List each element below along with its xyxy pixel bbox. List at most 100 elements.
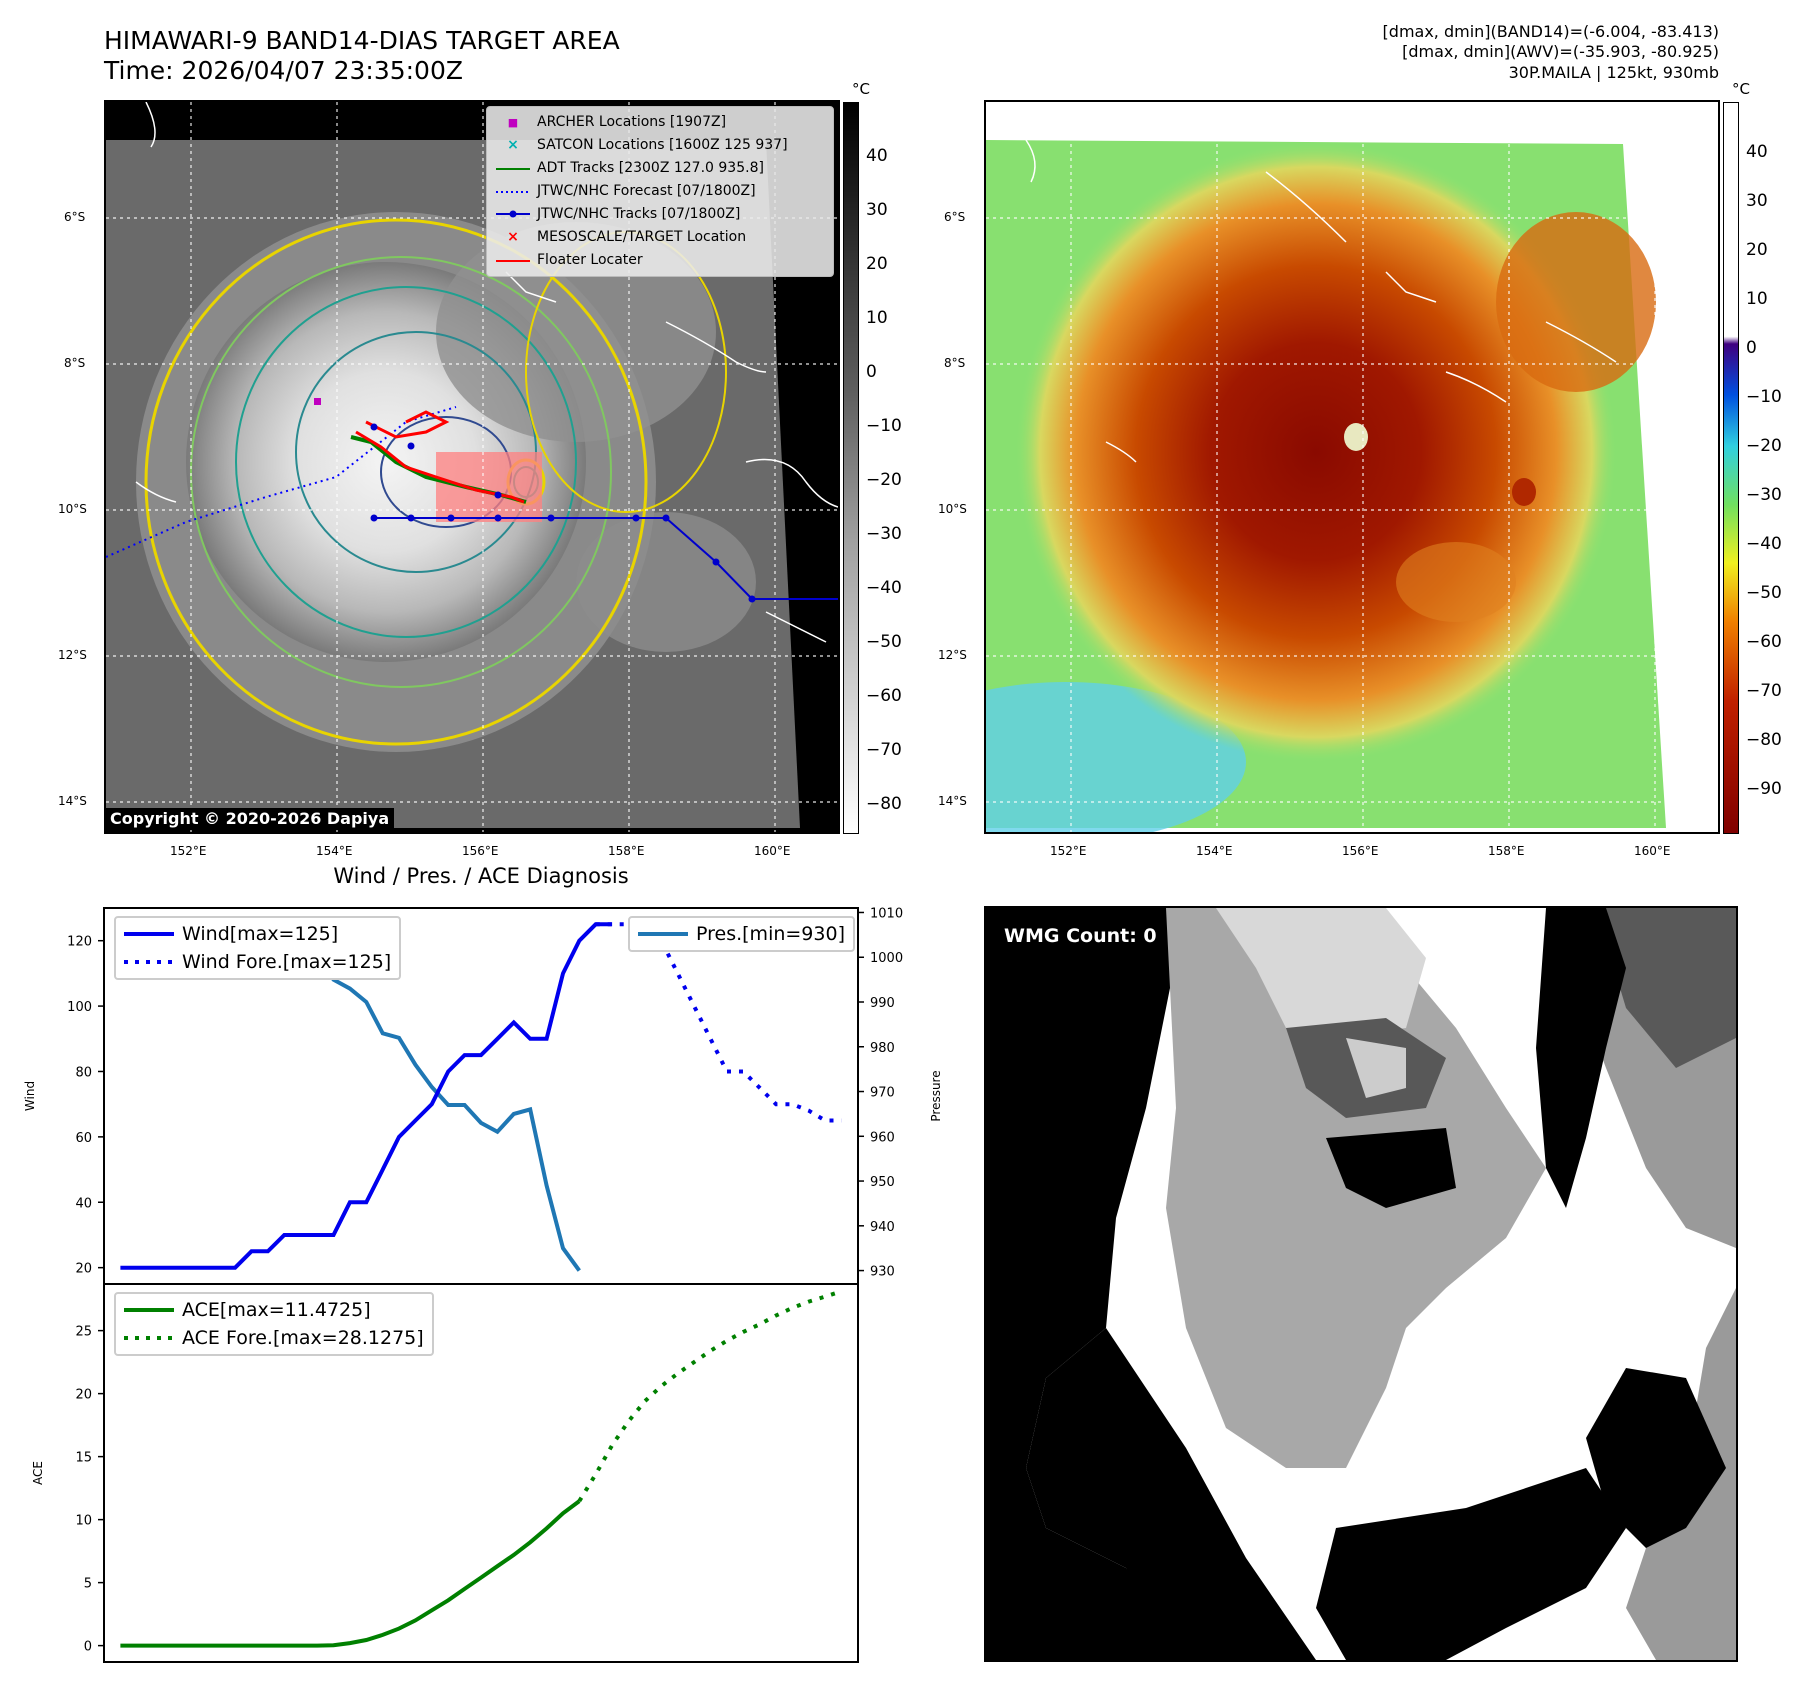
ace-axes <box>103 1283 859 1663</box>
tick-label: 25 <box>75 1325 92 1340</box>
square-marker-icon: ■ <box>507 116 519 129</box>
lon-tick: 156°E <box>1342 844 1379 858</box>
wind-series <box>120 922 613 1270</box>
ir-colorbar-unit: °C <box>852 80 870 98</box>
legend-ace: ACE[max=11.4725] <box>124 1296 424 1324</box>
pressure-ticks: 930 940 950 960 970 980 990 1000 1010 <box>858 906 903 1280</box>
tick-label: 940 <box>870 1220 895 1235</box>
pressure-axis-label: Pressure <box>929 1070 943 1121</box>
stats-band14: [dmax, dmin](BAND14)=(-6.004, -83.413) <box>1382 22 1719 41</box>
lon-tick: 154°E <box>1196 844 1233 858</box>
lat-tick: 12°S <box>58 648 87 662</box>
line-dot-icon <box>495 203 531 226</box>
solid-line-icon <box>124 1308 174 1312</box>
legend-jtwc-tracks: JTWC/NHC Tracks [07/1800Z] <box>495 203 825 226</box>
tick-label: 930 <box>870 1265 895 1280</box>
x-marker-icon: × <box>507 137 519 153</box>
tick-label: 1010 <box>870 906 903 921</box>
chart-timestamp: Time: 2026/04/07 23:35:00Z <box>104 56 463 85</box>
tick-label: 960 <box>870 1130 895 1145</box>
tick-label: 120 <box>67 935 92 950</box>
legend-jtwc-forecast: JTWC/NHC Forecast [07/1800Z] <box>495 180 825 203</box>
copyright-label: Copyright © 2020-2026 Dapiya <box>105 808 395 829</box>
ace-axis-label: ACE <box>31 1461 45 1485</box>
lat-tick: 8°S <box>944 356 966 370</box>
awv-colorbar <box>1723 102 1739 834</box>
dotted-line-icon <box>124 1336 174 1340</box>
tick-label: 950 <box>870 1175 895 1190</box>
pressure-legend: Pres.[min=930] <box>628 916 855 952</box>
tick-label: 100 <box>67 1000 92 1015</box>
wind-axis-label: Wind <box>23 1081 37 1111</box>
dotted-line-icon <box>495 180 531 203</box>
wind-forecast-series <box>595 922 842 1123</box>
awv-colorbar-unit: °C <box>1732 80 1750 98</box>
wmg-panel <box>984 906 1738 1662</box>
ir-colorbar <box>843 102 859 834</box>
x-marker-icon: × <box>507 229 519 245</box>
ace-forecast-series <box>577 1289 843 1503</box>
wind-legend: Wind[max=125] Wind Fore.[max=125] <box>114 916 402 980</box>
legend-mesoscale: × MESOSCALE/TARGET Location <box>495 226 825 249</box>
tick-label: 970 <box>870 1086 895 1101</box>
legend-wind-forecast: Wind Fore.[max=125] <box>124 948 391 976</box>
tick-label: 20 <box>75 1262 92 1277</box>
lat-tick: 8°S <box>64 356 86 370</box>
tick-label: 980 <box>870 1041 895 1056</box>
legend-archer: ■ ARCHER Locations [1907Z] <box>495 111 825 134</box>
solid-line-icon <box>124 932 174 936</box>
tick-label: 0 <box>84 1640 92 1655</box>
lon-tick: 152°E <box>1050 844 1087 858</box>
ir-map-image <box>106 102 838 832</box>
line-marker-icon <box>495 157 531 180</box>
wmg-count-badge: WMG Count: 0 <box>997 922 1164 950</box>
lat-tick: 14°S <box>938 794 967 808</box>
tick-label: 20 <box>75 1388 92 1403</box>
stats-awv: [dmax, dmin](AWV)=(-35.903, -80.925) <box>1402 42 1719 61</box>
tick-label: 80 <box>75 1065 92 1080</box>
lon-tick: 152°E <box>170 844 207 858</box>
lon-tick: 158°E <box>1488 844 1525 858</box>
legend-floater: Floater Locater <box>495 249 825 272</box>
tick-label: 990 <box>870 996 895 1011</box>
legend-adt: ADT Tracks [2300Z 127.0 935.8] <box>495 157 825 180</box>
tick-label: 1000 <box>870 951 903 966</box>
lon-tick: 158°E <box>608 844 645 858</box>
wmg-image <box>986 908 1736 1660</box>
wind-ticks: 20 40 60 80 100 120 <box>67 935 104 1277</box>
dotted-line-icon <box>124 960 174 964</box>
tick-label: 5 <box>84 1577 92 1592</box>
lon-tick: 160°E <box>754 844 791 858</box>
ir-map-panel <box>104 100 840 834</box>
legend-pressure: Pres.[min=930] <box>638 920 845 948</box>
ir-colorbar-ticks: 40 30 20 10 0 −10 −20 −30 −40 −50 −60 −7… <box>866 146 902 814</box>
ace-ticks: 0 5 10 15 20 25 <box>75 1325 104 1655</box>
ace-series <box>120 1499 581 1648</box>
tick-label: 60 <box>75 1131 92 1146</box>
lon-tick: 154°E <box>316 844 353 858</box>
tick-label: 40 <box>75 1196 92 1211</box>
lon-tick: 156°E <box>462 844 499 858</box>
solid-line-icon <box>638 932 688 936</box>
line-marker-icon <box>495 249 531 272</box>
legend-ace-forecast: ACE Fore.[max=28.1275] <box>124 1324 424 1352</box>
lat-tick: 10°S <box>938 502 967 516</box>
tick-label: 15 <box>75 1451 92 1466</box>
lat-tick: 10°S <box>58 502 87 516</box>
diag-title: Wind / Pres. / ACE Diagnosis <box>333 864 629 888</box>
lat-tick: 6°S <box>64 210 86 224</box>
tick-label: 10 <box>75 1514 92 1529</box>
awv-colorbar-ticks: 40 30 20 10 0 −10 −20 −30 −40 −50 −60 −7… <box>1746 142 1782 799</box>
chart-title: HIMAWARI-9 BAND14-DIAS TARGET AREA <box>104 26 620 55</box>
ir-map-legend: ■ ARCHER Locations [1907Z] × SATCON Locati… <box>486 106 834 277</box>
awv-map-image <box>986 102 1718 832</box>
lat-tick: 14°S <box>58 794 87 808</box>
legend-satcon: × SATCON Locations [1600Z 125 937] <box>495 134 825 157</box>
lat-tick: 12°S <box>938 648 967 662</box>
legend-wind: Wind[max=125] <box>124 920 391 948</box>
ace-legend: ACE[max=11.4725] ACE Fore.[max=28.1275] <box>114 1292 434 1356</box>
lat-tick: 6°S <box>944 210 966 224</box>
storm-info: 30P.MAILA | 125kt, 930mb <box>1508 63 1719 82</box>
lon-tick: 160°E <box>1634 844 1671 858</box>
